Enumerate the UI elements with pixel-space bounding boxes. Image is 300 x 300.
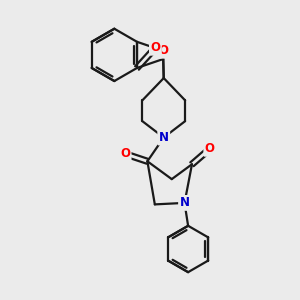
Text: N: N <box>179 196 190 209</box>
Text: O: O <box>150 41 161 54</box>
Text: N: N <box>159 131 169 144</box>
Text: O: O <box>120 147 130 161</box>
Text: O: O <box>158 44 168 57</box>
Text: O: O <box>205 142 215 155</box>
